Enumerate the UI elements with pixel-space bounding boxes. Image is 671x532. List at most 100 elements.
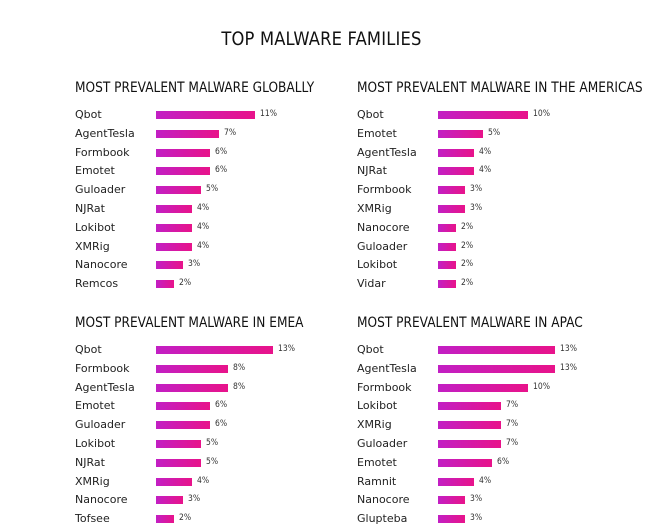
bar-row: XMRig 4% xyxy=(75,473,375,491)
data-label: 13% xyxy=(278,344,296,354)
bar-row: Formbook 8% xyxy=(75,360,375,378)
bar xyxy=(438,148,474,157)
data-label: 4% xyxy=(197,203,210,213)
category-label: Lokibot xyxy=(357,399,398,413)
data-label: 4% xyxy=(197,240,210,251)
chart-title: MOST PREVALENT MALWARE IN APAC xyxy=(357,315,583,331)
bar xyxy=(438,129,483,138)
bar xyxy=(156,167,210,176)
bar-row: Lokibot 2% xyxy=(357,256,657,274)
category-label: Remcos xyxy=(75,277,119,291)
bar xyxy=(438,346,555,354)
bar xyxy=(438,186,465,195)
bar-row: AgentTesla 8% xyxy=(75,379,375,397)
bar xyxy=(438,261,456,270)
category-label: AgentTesla xyxy=(357,145,417,159)
bar-row: Nanocore 3% xyxy=(75,256,375,274)
bar-row: Emotet 6% xyxy=(357,454,657,472)
bar-row: Formbook 6% xyxy=(75,144,375,162)
chart-americas: MOST PREVALENT MALWARE IN THE AMERICAS Q… xyxy=(357,80,657,290)
bar xyxy=(438,515,465,524)
category-label: Emotet xyxy=(357,126,397,140)
category-label: Emotet xyxy=(75,399,115,413)
data-label: 4% xyxy=(479,146,492,157)
data-label: 3% xyxy=(470,203,483,213)
bar-row: Guloader 2% xyxy=(357,238,657,256)
bar xyxy=(156,402,210,411)
bar-row: Remcos 2% xyxy=(75,275,375,293)
category-label: NJRat xyxy=(75,202,105,215)
category-label: NJRat xyxy=(75,455,105,469)
bar-row: AgentTesla 7% xyxy=(75,125,375,143)
data-label: 6% xyxy=(215,165,228,176)
bar xyxy=(438,223,456,232)
chart-title: MOST PREVALENT MALWARE IN THE AMERICAS xyxy=(357,80,643,96)
data-label: 2% xyxy=(461,221,474,232)
category-label: Formbook xyxy=(75,145,130,159)
bar xyxy=(156,364,228,373)
data-label: 5% xyxy=(206,438,219,448)
data-label: 7% xyxy=(506,419,519,430)
data-label: 4% xyxy=(197,221,210,232)
category-label: Tofsee xyxy=(75,512,110,526)
category-label: Qbot xyxy=(75,108,102,121)
data-label: 5% xyxy=(488,127,501,138)
category-label: Nanocore xyxy=(357,493,410,507)
data-label: 3% xyxy=(470,494,483,505)
chart-emea: MOST PREVALENT MALWARE IN EMEA Qbot 13% Fo… xyxy=(75,315,375,525)
bar-row: Emotet 6% xyxy=(75,162,375,180)
category-label: NJRat xyxy=(357,164,387,178)
data-label: 2% xyxy=(461,278,474,289)
category-label: Nanocore xyxy=(75,493,128,507)
bar xyxy=(438,477,474,486)
category-label: AgentTesla xyxy=(357,361,417,375)
bar xyxy=(156,383,228,392)
bar xyxy=(438,440,501,448)
bar-row: Ramnit 4% xyxy=(357,473,657,491)
data-label: 2% xyxy=(461,259,474,270)
bar xyxy=(156,261,183,270)
chart-title: MOST PREVALENT MALWARE GLOBALLY xyxy=(75,80,315,96)
category-label: AgentTesla xyxy=(75,126,135,140)
bar xyxy=(156,111,255,119)
category-label: Emotet xyxy=(357,455,397,469)
bar-row: XMRig 3% xyxy=(357,200,657,218)
bar-row: Lokibot 5% xyxy=(75,435,375,453)
data-label: 3% xyxy=(470,184,483,195)
bar xyxy=(438,167,474,176)
category-label: Guloader xyxy=(357,239,408,253)
category-label: Lokibot xyxy=(357,258,398,272)
data-label: 2% xyxy=(461,240,474,251)
bar-row: Emotet 6% xyxy=(75,397,375,415)
bar xyxy=(156,148,210,157)
data-label: 6% xyxy=(215,400,228,411)
chart-title: MOST PREVALENT MALWARE IN EMEA xyxy=(75,315,304,331)
bar-row: Formbook 10% xyxy=(357,379,657,397)
bar xyxy=(156,458,201,467)
bar xyxy=(156,515,174,524)
bar-row: Emotet 5% xyxy=(357,125,657,143)
bar xyxy=(156,186,201,195)
category-label: Qbot xyxy=(357,343,384,356)
category-label: Lokibot xyxy=(75,437,116,450)
data-label: 7% xyxy=(506,438,519,448)
bar xyxy=(438,383,528,392)
bar xyxy=(156,223,192,232)
category-label: Formbook xyxy=(357,183,412,197)
bar-row: Nanocore 3% xyxy=(357,491,657,509)
data-label: 2% xyxy=(179,278,192,289)
data-label: 5% xyxy=(206,184,219,195)
category-label: Emotet xyxy=(75,164,115,178)
bar xyxy=(156,477,192,486)
chart-global: MOST PREVALENT MALWARE GLOBALLY Qbot 11% A… xyxy=(75,80,375,290)
data-label: 4% xyxy=(479,475,492,486)
bar xyxy=(438,402,501,411)
data-label: 8% xyxy=(233,362,246,373)
category-label: XMRig xyxy=(357,202,392,215)
data-label: 13% xyxy=(560,362,578,373)
data-label: 5% xyxy=(206,456,219,467)
bar-row: Guloader 5% xyxy=(75,181,375,199)
bar-row: NJRat 5% xyxy=(75,454,375,472)
bar xyxy=(438,496,465,505)
bar-row: NJRat 4% xyxy=(75,200,375,218)
